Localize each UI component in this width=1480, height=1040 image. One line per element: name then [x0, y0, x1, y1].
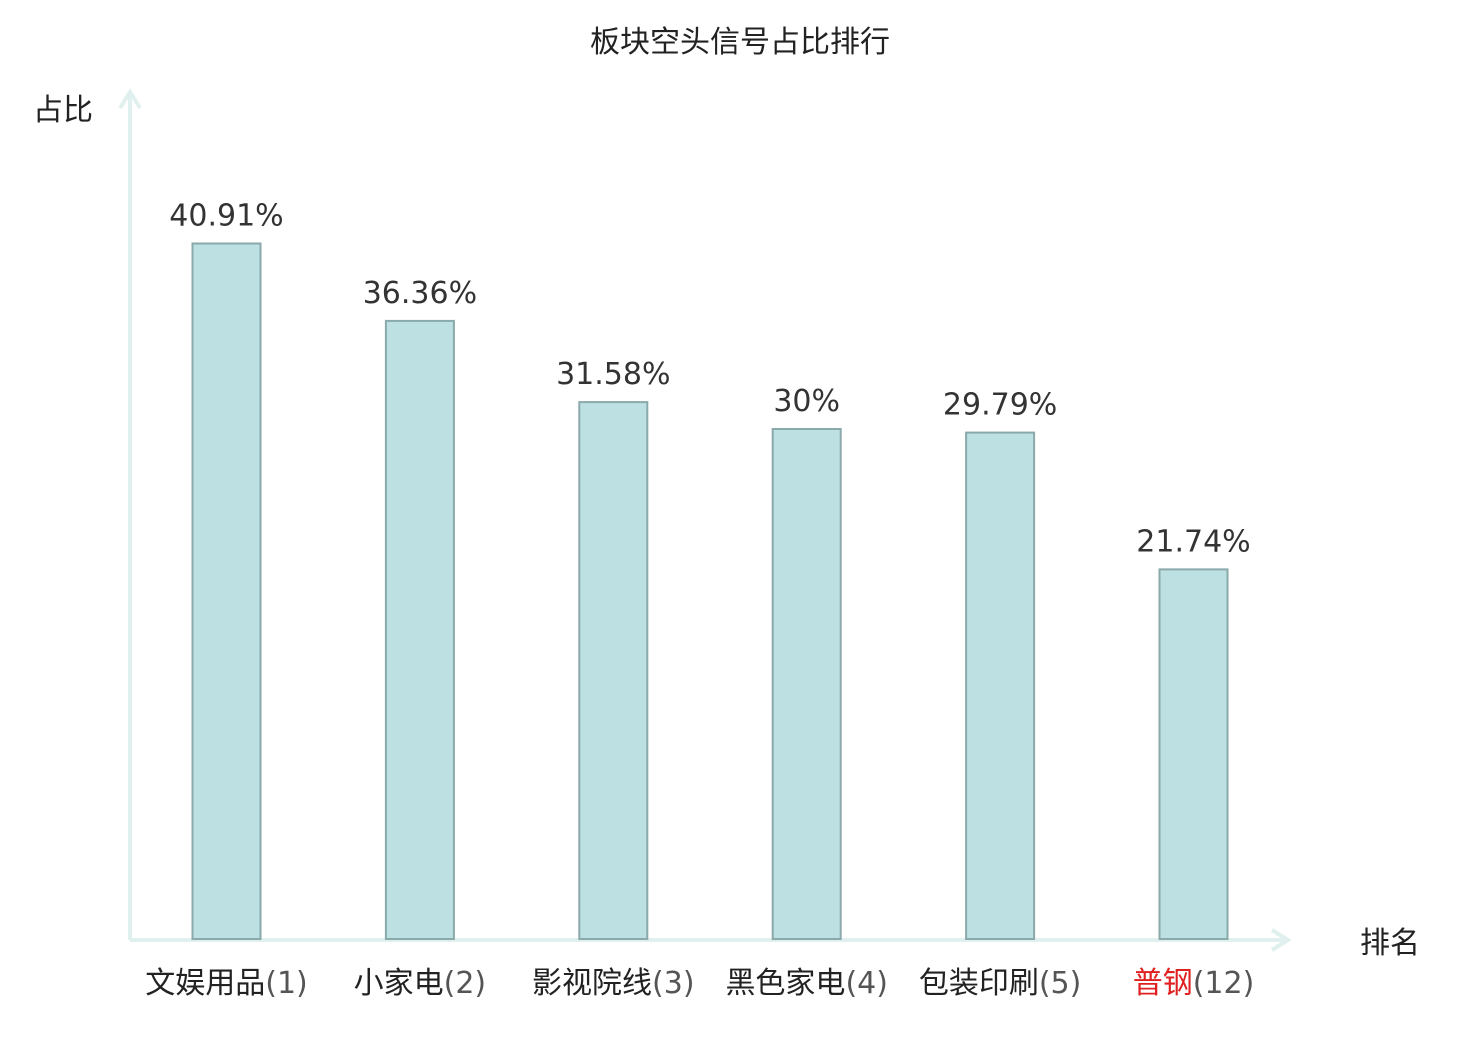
y-axis-label: 占比 [33, 93, 93, 128]
category-label-4: 黑色家电(4) [725, 966, 888, 1001]
x-axis-label: 排名 [1360, 926, 1420, 961]
category-labels-group: 文娱用品(1) 小家电(2) 影视院线(3) 黑色家电(4) 包装印刷(5) 普钢(12) [145, 966, 1254, 1001]
value-label-3: 31.58% [556, 357, 670, 392]
bar-2 [384, 319, 455, 940]
bar-4 [771, 428, 842, 940]
category-label-6: 普钢(12) [1133, 966, 1255, 1001]
x-axis-arrow [1270, 928, 1292, 952]
value-label-2: 36.36% [363, 276, 477, 311]
value-labels-group: 40.91% 36.36% 31.58% 30% 29.79% 21.74% [169, 199, 1250, 560]
value-label-5: 29.79% [943, 388, 1057, 423]
bar-1 [191, 242, 262, 940]
value-label-6: 21.74% [1136, 524, 1250, 559]
y-axis-arrow [118, 88, 142, 110]
value-label-4: 30% [773, 384, 840, 419]
category-label-3: 影视院线(3) [532, 966, 695, 1001]
bar-6 [1158, 568, 1229, 941]
category-label-1: 文娱用品(1) [145, 966, 308, 1001]
category-label-2: 小家电(2) [354, 966, 487, 1001]
bar-5 [965, 431, 1036, 940]
category-label-5: 包装印刷(5) [919, 966, 1082, 1001]
value-label-1: 40.91% [169, 199, 283, 234]
bar-3 [578, 401, 649, 941]
chart-title: 板块空头信号占比排行 [590, 25, 890, 60]
bars-group [191, 242, 1229, 941]
